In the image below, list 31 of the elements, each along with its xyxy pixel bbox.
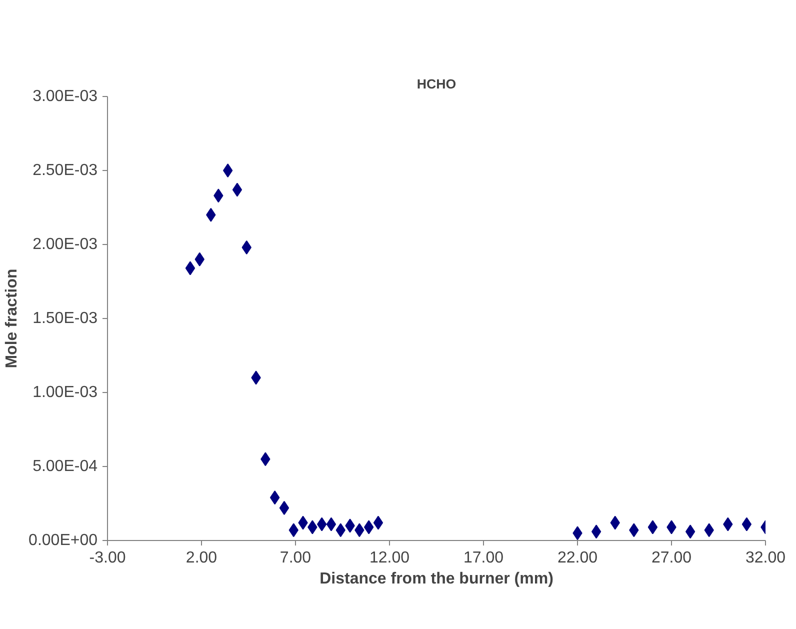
point — [326, 517, 336, 532]
x-tick-label: 32.00 — [745, 550, 786, 566]
y-tick-label: 2.00E-03 — [32, 236, 98, 253]
y-tick-label: 0.00E+00 — [28, 532, 98, 549]
point — [685, 524, 696, 539]
point — [742, 517, 752, 532]
x-tick-label: 22.00 — [557, 550, 598, 566]
y-tick-label: 2.50E-03 — [32, 162, 98, 179]
y-axis-title: Mole fraction — [4, 268, 21, 368]
chart-title: HCHO — [416, 76, 456, 92]
point — [222, 164, 233, 178]
point — [185, 261, 196, 276]
point — [270, 490, 280, 505]
x-tick-label: 2.00 — [186, 550, 218, 566]
point — [373, 516, 384, 530]
y-tick-label: 1.50E-03 — [32, 310, 98, 327]
y-tick-label: 5.00E-04 — [32, 458, 98, 475]
point — [591, 524, 602, 539]
point — [316, 517, 327, 532]
point — [232, 182, 242, 197]
point — [364, 520, 374, 534]
x-tick-label: 7.00 — [280, 550, 312, 566]
x-axis-title: Distance from the burner (mm) — [320, 570, 554, 588]
point — [648, 520, 658, 534]
y-tick-label: 1.00E-03 — [32, 384, 98, 401]
x-tick-label: 12.00 — [369, 550, 410, 566]
point — [279, 500, 290, 515]
x-tick-label: 27.00 — [651, 550, 692, 566]
y-tick-label: 3.00E-03 — [32, 88, 98, 105]
x-tick-label: -3.00 — [89, 550, 126, 566]
x-tick-label: 17.00 — [463, 550, 504, 566]
